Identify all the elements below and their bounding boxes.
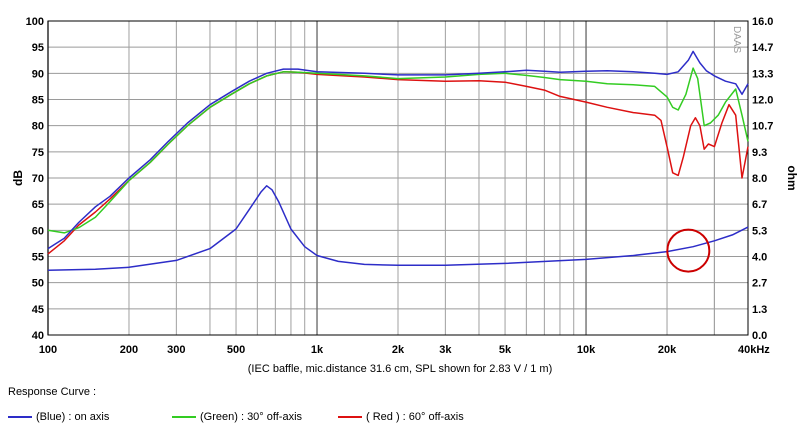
series-layer [47, 50, 749, 271]
y2-tick-label: 4.0 [752, 252, 767, 264]
legend-swatch-blue [8, 416, 32, 419]
y-tick-label: 50 [32, 278, 44, 290]
y2-tick-label: 13.3 [752, 68, 773, 80]
y2-tick-label: 5.3 [752, 225, 767, 237]
x-tick-label: 20k [658, 344, 677, 356]
x-tick-label: 1k [311, 344, 324, 356]
y-axis-title: dB [11, 170, 25, 186]
y-tick-label: 70 [32, 173, 44, 185]
y-tick-label: 60 [32, 225, 44, 237]
y2-tick-label: 16.0 [752, 16, 773, 28]
y2-tick-label: 8.0 [752, 173, 767, 185]
y2-tick-label: 14.7 [752, 42, 773, 54]
y2-tick-label: 2.7 [752, 278, 767, 290]
x-tick-label: 200 [120, 344, 138, 356]
plot-frame [47, 20, 749, 336]
x-tick-label: 40kHz [738, 344, 770, 356]
y2-tick-label: 0.0 [752, 330, 767, 342]
y-tick-label: 45 [32, 304, 44, 316]
y-tick-label: 75 [32, 147, 44, 159]
x-tick-label: 300 [167, 344, 185, 356]
series-line-blue [47, 50, 749, 250]
x-tick-label: 5k [499, 344, 512, 356]
annotation-layer [666, 228, 711, 273]
x-tick-label: 500 [227, 344, 245, 356]
x-tick-label: 10k [577, 344, 596, 356]
legend-swatch-green [172, 416, 196, 419]
y2-tick-label: 10.7 [752, 121, 773, 133]
x-tick-label: 100 [39, 344, 57, 356]
legend-item-blue: (Blue) : on axis [8, 410, 109, 424]
y2-tick-label: 12.0 [752, 95, 773, 107]
chart-caption: (IEC baffle, mic.distance 31.6 cm, SPL s… [248, 363, 552, 375]
legend-label-blue: (Blue) : on axis [36, 411, 110, 423]
x-tick-label: 2k [392, 344, 405, 356]
legend-item-red: ( Red ) : 60° off-axis [338, 410, 464, 424]
y-tick-label: 80 [32, 121, 44, 133]
x-tick-label: 3k [439, 344, 452, 356]
y-tick-label: 85 [32, 95, 44, 107]
y2-tick-label: 1.3 [752, 304, 767, 316]
y-tick-label: 65 [32, 199, 44, 211]
highlight-circle [666, 228, 711, 273]
legend: Response Curve : (Blue) : on axis (Green… [0, 378, 800, 424]
watermark: DAAS [731, 26, 742, 54]
y2-axis-title: ohm [785, 165, 799, 190]
y-tick-label: 40 [32, 330, 44, 342]
legend-title: Response Curve : [8, 386, 97, 398]
y-tick-label: 55 [32, 252, 44, 264]
series-line-green [47, 67, 749, 234]
y-tick-label: 100 [26, 16, 44, 28]
tick-labels: 40 0.0 45 1.3 50 2.7 55 4.0 60 5.3 65 6.7 70 8.0 75 9.3… [26, 16, 774, 356]
frequency-response-chart: 40 0.0 45 1.3 50 2.7 55 4.0 60 5.3 65 6.7 70 8.0 75 9.3… [11, 16, 799, 375]
series-line-impedance [47, 185, 749, 271]
legend-item-green: (Green) : 30° off-axis [172, 410, 302, 424]
y-tick-label: 90 [32, 68, 44, 80]
legend-label-red: ( Red ) : 60° off-axis [366, 411, 464, 423]
y2-tick-label: 6.7 [752, 199, 767, 211]
y-tick-label: 95 [32, 42, 44, 54]
y2-tick-label: 9.3 [752, 147, 767, 159]
legend-swatch-red [338, 416, 362, 419]
legend-label-green: (Green) : 30° off-axis [200, 411, 303, 423]
